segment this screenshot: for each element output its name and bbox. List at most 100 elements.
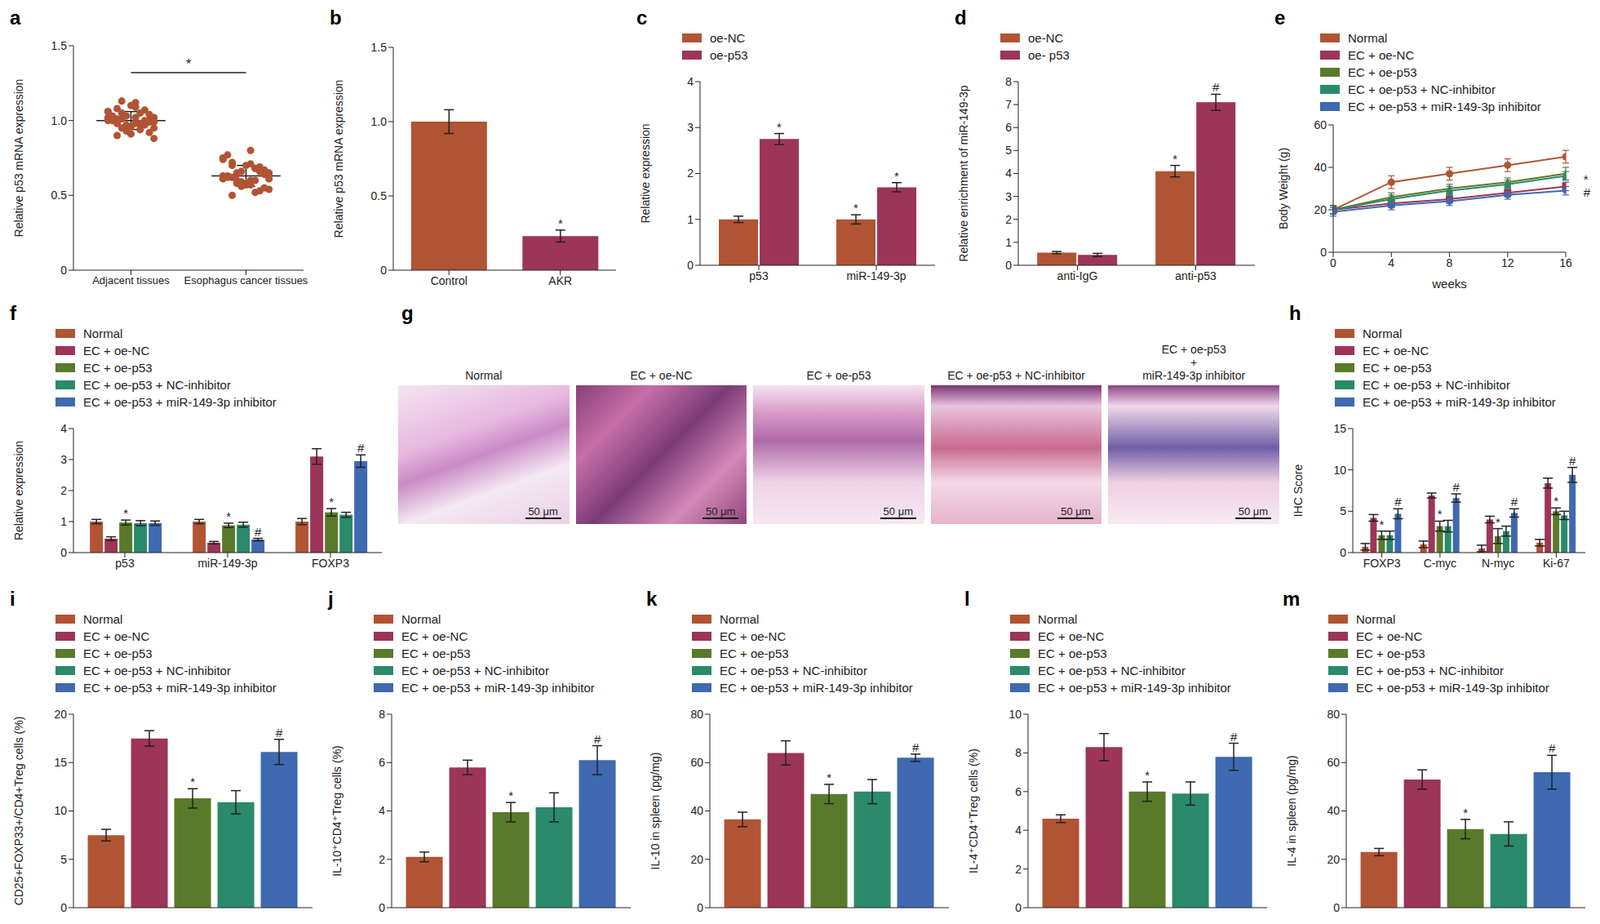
svg-text:#: # [1230,729,1238,744]
svg-text:#: # [593,731,602,746]
svg-text:*: * [328,494,334,509]
svg-text:p53: p53 [749,269,769,283]
svg-text:20: 20 [53,707,67,721]
svg-text:#: # [1548,740,1556,755]
svg-text:0.5: 0.5 [51,188,68,202]
svg-text:*: * [190,774,196,789]
svg-text:Adjacent tissues: Adjacent tissues [92,274,170,287]
svg-text:*: * [1495,514,1501,529]
svg-text:1.5: 1.5 [371,40,388,54]
svg-text:anti-p53: anti-p53 [1174,269,1217,283]
svg-text:#: # [912,740,920,754]
svg-text:#: # [1568,453,1577,468]
svg-text:CD25+FOXP33+/CD4+Treg cells (%: CD25+FOXP33+/CD4+Treg cells (%) [12,716,26,906]
svg-text:5: 5 [60,852,67,866]
svg-text:8: 8 [378,707,386,721]
svg-text:0: 0 [1005,258,1012,272]
svg-text:0: 0 [1339,545,1347,559]
svg-text:2: 2 [378,852,386,866]
svg-text:3: 3 [1005,190,1012,204]
svg-text:8: 8 [1014,745,1022,759]
svg-text:2: 2 [1014,862,1022,876]
svg-text:#: # [1212,79,1220,94]
svg-text:4: 4 [1387,256,1395,270]
svg-text:IL-10 in spleen (pg/mg): IL-10 in spleen (pg/mg) [648,752,662,870]
svg-text:4: 4 [1005,166,1012,180]
svg-text:*: * [186,57,191,71]
svg-text:*: * [894,168,900,183]
svg-text:80: 80 [690,707,704,721]
svg-text:*: * [826,770,832,785]
svg-text:0: 0 [696,900,704,914]
svg-text:#: # [357,440,365,455]
svg-text:*: * [1172,151,1178,166]
svg-text:1.0: 1.0 [51,114,68,128]
svg-text:AKR: AKR [548,274,572,288]
svg-text:*: * [1462,805,1468,820]
svg-text:*: * [508,788,514,803]
svg-text:7: 7 [1005,97,1012,111]
svg-text:0: 0 [60,263,67,277]
svg-text:*: * [1378,517,1384,532]
svg-text:weeks: weeks [1431,276,1468,291]
svg-text:C-myc: C-myc [1423,556,1457,570]
svg-text:IHC Score: IHC Score [1291,464,1305,518]
svg-text:3: 3 [686,120,694,134]
svg-text:60: 60 [1313,118,1327,132]
svg-text:0: 0 [1014,900,1022,914]
svg-text:80: 80 [1326,707,1340,721]
svg-text:4: 4 [1014,823,1022,837]
svg-text:10: 10 [53,803,67,817]
svg-text:0: 0 [60,545,67,559]
svg-text:20: 20 [690,852,704,866]
svg-text:Relative expression: Relative expression [638,123,652,223]
svg-text:2: 2 [1005,212,1012,227]
svg-text:*: * [226,509,231,523]
svg-text:1: 1 [1005,235,1012,249]
svg-text:miR-149-3p: miR-149-3p [846,269,906,283]
svg-text:2: 2 [60,483,67,497]
svg-text:FOXP3: FOXP3 [1363,556,1401,570]
svg-text:#: # [1511,494,1519,509]
svg-text:10: 10 [1008,707,1022,721]
svg-text:16: 16 [1559,256,1573,270]
svg-text:40: 40 [1313,160,1327,174]
svg-text:Body Weight (g): Body Weight (g) [1276,147,1290,230]
svg-text:3: 3 [60,452,67,466]
svg-text:4: 4 [378,803,386,817]
svg-text:0: 0 [380,263,387,277]
svg-text:5: 5 [1005,143,1012,157]
svg-text:1.0: 1.0 [371,115,388,129]
svg-text:*: * [558,216,563,231]
svg-text:Relative expression: Relative expression [12,440,26,541]
svg-text:0: 0 [60,900,67,914]
svg-text:60: 60 [690,755,704,769]
svg-text:*: * [853,200,859,215]
svg-text:IL-4⁺CD4⁺Treg cells (%): IL-4⁺CD4⁺Treg cells (%) [966,748,980,874]
svg-text:20: 20 [1326,852,1340,866]
svg-text:5: 5 [1339,504,1347,518]
svg-text:40: 40 [690,803,704,817]
svg-text:6: 6 [1014,784,1022,798]
svg-text:#: # [254,524,262,539]
svg-text:*: * [1437,506,1443,521]
svg-text:*: * [1144,767,1150,782]
svg-text:IL-10⁺CD4⁺Treg cells (%): IL-10⁺CD4⁺Treg cells (%) [330,744,344,877]
svg-text:Ki-67: Ki-67 [1542,556,1570,570]
svg-text:Relative p53 mRNA expression: Relative p53 mRNA expression [12,79,26,238]
svg-text:0: 0 [1329,256,1337,270]
svg-text:20: 20 [1313,203,1327,217]
svg-text:FOXP3: FOXP3 [311,556,350,570]
svg-text:8: 8 [1005,75,1012,89]
svg-text:#: # [275,725,284,740]
svg-text:0.5: 0.5 [371,189,388,203]
svg-text:1.5: 1.5 [51,39,68,53]
svg-text:Relative enrichment of miR-149: Relative enrichment of miR-149-3p [957,84,971,262]
svg-text:*: * [1553,493,1559,508]
svg-text:10: 10 [1333,463,1347,477]
svg-text:#: # [1394,494,1402,509]
svg-text:0: 0 [1333,900,1340,914]
svg-text:#: # [1452,479,1460,494]
svg-text:1: 1 [686,212,694,227]
svg-text:60: 60 [1326,755,1340,769]
